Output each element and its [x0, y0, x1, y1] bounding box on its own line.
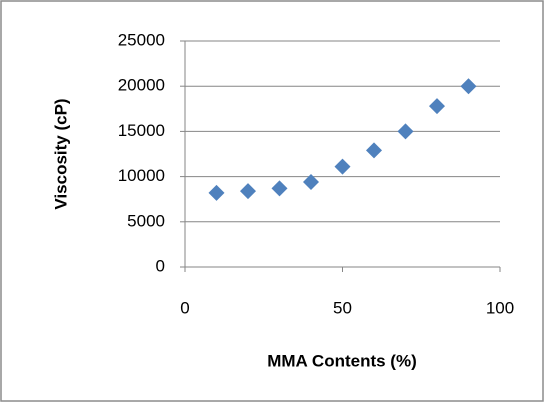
x-axis-label: MMA Contents (%)	[267, 351, 417, 370]
y-tick-label: 10000	[118, 166, 165, 185]
y-tick-label: 25000	[118, 30, 165, 49]
x-tick-label: 50	[333, 298, 352, 317]
data-point	[334, 158, 351, 175]
data-point	[303, 174, 319, 191]
data-point	[460, 78, 477, 95]
y-tick-label: 5000	[127, 211, 165, 230]
data-point	[208, 184, 225, 201]
data-point	[429, 98, 445, 115]
x-tick-label: 0	[180, 298, 189, 317]
data-point	[366, 142, 382, 159]
data-point	[271, 180, 288, 197]
y-tick-label: 0	[156, 256, 165, 275]
data-point	[240, 183, 256, 200]
y-tick-label: 20000	[118, 76, 165, 95]
data-point	[397, 123, 414, 140]
x-tick-label: 100	[486, 298, 514, 317]
y-axis-label: Viscosity (cP)	[51, 98, 70, 209]
y-tick-label: 15000	[118, 121, 165, 140]
